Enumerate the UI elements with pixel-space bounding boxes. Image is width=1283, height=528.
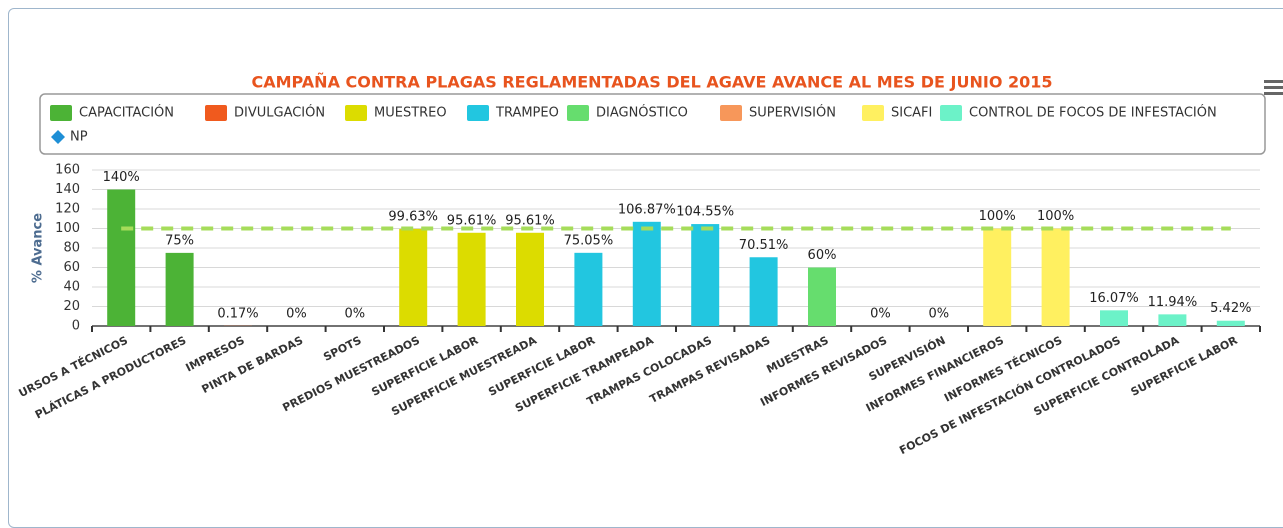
bar: [399, 229, 427, 326]
y-tick-label: 100: [55, 221, 80, 236]
data-label: 95.61%: [447, 213, 497, 228]
legend-symbol: [205, 105, 227, 121]
y-tick-label: 160: [55, 163, 80, 178]
legend-label: SUPERVISIÓN: [749, 105, 836, 121]
bar: [1100, 310, 1128, 326]
legend-label: CONTROL DE FOCOS DE INFESTACIÓN: [969, 105, 1217, 121]
bar: [983, 229, 1011, 327]
menu-bar[interactable]: [1264, 92, 1283, 95]
y-tick-label: 0: [72, 319, 80, 334]
data-label: 75%: [165, 233, 194, 248]
legend-symbol: [50, 105, 72, 121]
data-label: 104.55%: [676, 205, 734, 220]
menu-bar[interactable]: [1264, 86, 1283, 89]
y-tick-label: 40: [63, 280, 80, 295]
bar: [750, 257, 778, 326]
data-label: 16.07%: [1089, 291, 1139, 306]
data-label: 11.94%: [1148, 295, 1198, 310]
y-tick-label: 140: [55, 182, 80, 197]
legend-label: NP: [70, 130, 88, 145]
data-label: 95.61%: [505, 213, 555, 228]
legend-item[interactable]: CAPACITACIÓN: [50, 105, 174, 122]
data-label: 75.05%: [564, 233, 614, 248]
data-label: 106.87%: [618, 202, 676, 217]
legend-symbol: [720, 105, 742, 121]
bar: [516, 233, 544, 326]
y-tick-label: 120: [55, 202, 80, 217]
data-label: 100%: [979, 209, 1016, 224]
legend-box: [40, 94, 1265, 154]
x-tick-label: PINTA DE BARDAS: [200, 334, 306, 396]
bar: [458, 233, 486, 326]
data-label: 70.51%: [739, 238, 789, 253]
legend-item[interactable]: SUPERVISIÓN: [720, 105, 836, 122]
legend-label: CAPACITACIÓN: [79, 105, 174, 121]
bar: [1158, 314, 1186, 326]
legend-item[interactable]: TRAMPEO: [467, 105, 559, 121]
bar: [1042, 229, 1070, 327]
y-axis-title: % Avance: [31, 213, 46, 283]
menu-bar[interactable]: [1264, 80, 1283, 83]
chart-title: CAMPAÑA CONTRA PLAGAS REGLAMENTADAS DEL …: [251, 73, 1052, 92]
data-label: 0%: [870, 307, 891, 322]
menu-button[interactable]: [1264, 80, 1283, 95]
x-tick-label: SUPERFICIE LABOR: [1129, 334, 1240, 399]
chart: CAMPAÑA CONTRA PLAGAS REGLAMENTADAS DEL …: [0, 0, 1283, 512]
data-label: 0%: [928, 307, 949, 322]
y-tick-label: 60: [63, 260, 80, 275]
legend-label: DIAGNÓSTICO: [596, 105, 688, 121]
data-label: 0%: [344, 307, 365, 322]
legend-symbol: [940, 105, 962, 121]
x-tick-label: SPOTS: [321, 334, 363, 364]
bar: [107, 190, 135, 327]
legend-label: DIVULGACIÓN: [234, 105, 325, 121]
page: {"chart_data": { "type": "bar", "title":…: [0, 0, 1283, 512]
bar: [1217, 321, 1245, 326]
legend-item[interactable]: SICAFI: [862, 105, 932, 121]
legend-symbol: [345, 105, 367, 121]
data-label: 140%: [103, 170, 140, 185]
data-label: 0%: [286, 307, 307, 322]
legend-item[interactable]: DIVULGACIÓN: [205, 105, 325, 122]
legend-item[interactable]: NP: [51, 130, 88, 145]
legend-symbol: [467, 105, 489, 121]
legend-label: MUESTREO: [374, 106, 447, 121]
y-tick-label: 20: [63, 299, 80, 314]
data-label: 100%: [1037, 209, 1074, 224]
legend-symbol: [862, 105, 884, 121]
y-tick-label: 80: [63, 241, 80, 256]
bar: [633, 222, 661, 326]
data-label: 99.63%: [388, 209, 438, 224]
legend-item[interactable]: DIAGNÓSTICO: [567, 105, 688, 122]
bar: [574, 253, 602, 326]
data-label: 0.17%: [217, 306, 258, 321]
data-label: 5.42%: [1210, 301, 1251, 316]
data-label: 60%: [808, 248, 837, 263]
legend-label: SICAFI: [891, 106, 932, 121]
legend-item[interactable]: CONTROL DE FOCOS DE INFESTACIÓN: [940, 105, 1217, 122]
bar: [808, 268, 836, 327]
bar: [166, 253, 194, 326]
legend-item[interactable]: MUESTREO: [345, 105, 447, 121]
bar: [691, 224, 719, 326]
legend-label: TRAMPEO: [495, 106, 559, 121]
legend-symbol: [567, 105, 589, 121]
